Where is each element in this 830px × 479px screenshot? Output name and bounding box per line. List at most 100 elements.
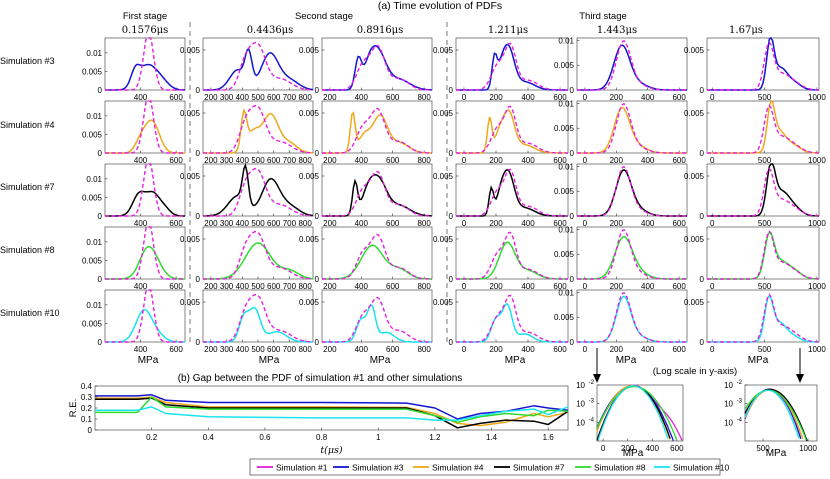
x-tick-label: 200	[323, 219, 337, 228]
y-tick-label: 10	[724, 381, 733, 390]
relative-error-plot: 0.2 0.4 0.6 0.8 1 1.2 1.4 1.600.10.20.30.4R.E.t…	[68, 382, 569, 456]
x-tick-label: 700	[283, 219, 297, 228]
pdf-panel-r2-c1: 400 600 0 0.005 0.01	[82, 100, 186, 165]
x-tick-label: 0	[462, 345, 467, 354]
pdf-panel-r5-c2: 200 300 400 500 600 700 800 0 0.005	[180, 289, 314, 354]
time-label-1: 0.1576μs	[122, 25, 169, 36]
y-tick-label: 0	[700, 212, 705, 221]
stage-second-label: Second stage	[295, 11, 353, 22]
x-tick-label: 400	[521, 282, 535, 291]
x-tick-label: 1000	[808, 156, 826, 165]
x-tick-label: 0.8	[316, 433, 328, 442]
pdf-panel-r4-c2: 200 300 400 500 600 700 800 0 0.005	[180, 226, 314, 291]
x-tick-label: 200	[621, 444, 635, 453]
x-tick-label: 500	[251, 219, 265, 228]
y-tick-label: 0	[98, 275, 103, 284]
x-tick-label: 200	[204, 156, 218, 165]
x-tick-label: 0	[583, 345, 588, 354]
legend-label-3: Simulation #4	[432, 463, 484, 473]
x-tick-label: 200	[323, 345, 337, 354]
x-tick-label: 0	[710, 219, 715, 228]
x-tick-label: 600	[553, 93, 567, 102]
y-tick-label: 10	[576, 400, 585, 409]
x-tick-label: 600	[553, 345, 567, 354]
y-tick-label: 0.005	[299, 46, 320, 55]
row-label-2: Simulation #4	[0, 120, 55, 130]
x-tick-label: 600	[386, 345, 400, 354]
time-label-4: 1.211μs	[488, 25, 528, 36]
x-tick-label: 0	[601, 444, 606, 453]
x-tick-label: 400	[355, 282, 369, 291]
y-tick-label: 10	[724, 400, 733, 409]
arrow-left-head	[593, 374, 601, 383]
y-tick-label: 0	[570, 338, 575, 347]
y-tick-label: 0.005	[299, 172, 320, 181]
y-tick-label: 0.005	[684, 298, 705, 307]
sim1-pdf-line	[105, 100, 185, 154]
x-tick-label: 0	[710, 156, 715, 165]
y-tick-label: 0	[700, 275, 705, 284]
x-tick-label: 0	[583, 282, 588, 291]
x-tick-label: 500	[756, 444, 770, 453]
x-tick-label: 600	[169, 345, 183, 354]
x-tick-label: 200	[489, 219, 503, 228]
x-tick-label: 400	[641, 282, 655, 291]
legend-label-2: Simulation #3	[352, 463, 404, 473]
y-tick-label: 0.005	[684, 46, 705, 55]
x-tick-label: 0	[462, 156, 467, 165]
y-tick-label: 0.01	[86, 49, 102, 58]
x-tick-label: 400	[236, 156, 250, 165]
x-tick-label: 600	[169, 282, 183, 291]
x-tick-label: 0	[583, 93, 588, 102]
x-tick-label: 400	[134, 156, 148, 165]
sim8-pdf-line	[577, 235, 687, 280]
x-tick-label: 1000	[799, 444, 817, 453]
x-tick-label: 600	[169, 219, 183, 228]
x-tick-label: 500	[251, 93, 265, 102]
sim1-pdf-line	[577, 165, 687, 217]
x-tick-label: 200	[610, 282, 624, 291]
y-tick-label: 0.01	[86, 301, 102, 310]
panel-frame	[706, 100, 820, 154]
x-tick-label: 0	[462, 219, 467, 228]
panel-frame	[706, 226, 820, 280]
sim1-pdf-line	[707, 104, 819, 154]
y-tick-label: 0.01	[558, 288, 574, 297]
y-tick-label: 0.005	[82, 193, 103, 202]
legend-label-5: Simulation #8	[594, 463, 646, 473]
sim10-pdf-line	[203, 306, 313, 343]
y-tick-label: 10	[724, 418, 733, 427]
x-tick-label: 1	[376, 433, 381, 442]
x-tick-label: 700	[283, 93, 297, 102]
legend-frame	[249, 458, 721, 476]
sim1-pdf-line	[203, 230, 314, 280]
panel-frame	[321, 100, 433, 154]
log-panel-2: 500 1000 10 -2 10 -3 10 -4	[724, 380, 817, 453]
log-scale-note: (Log scale in y-axis)	[653, 366, 737, 377]
sim1-pdf-line	[577, 228, 687, 280]
row-label-1: Simulation #3	[0, 56, 55, 66]
pdf-panel-r5-c4: 0 200 400 600 0 0.005	[433, 289, 569, 354]
panel-frame	[202, 289, 314, 343]
pdf-panel-r4-c6: 0 500 1000 0 0.005	[684, 226, 826, 291]
x-tick-label: 600	[169, 156, 183, 165]
sim1-pdf-line	[707, 293, 819, 343]
y-tick-label: 0	[196, 338, 201, 347]
y-tick-label: 0	[315, 275, 320, 284]
y-tick-label: 0.1	[81, 415, 93, 424]
x-tick-label: 0.4	[203, 433, 215, 442]
x-tick-label: 400	[641, 345, 655, 354]
y-axis-label: R.E.	[68, 399, 79, 417]
y-tick-label: 0	[449, 338, 454, 347]
sim10-pdf-line	[707, 294, 819, 343]
log-series-line	[597, 385, 669, 441]
x-tick-label: 400	[355, 156, 369, 165]
y-tick-label: 0	[315, 149, 320, 158]
time-label-6: 1.67μs	[729, 25, 763, 36]
x-tick-label: 400	[236, 282, 250, 291]
legend-label-6: Simulation #10	[673, 463, 730, 473]
x-tick-label: 600	[672, 282, 686, 291]
